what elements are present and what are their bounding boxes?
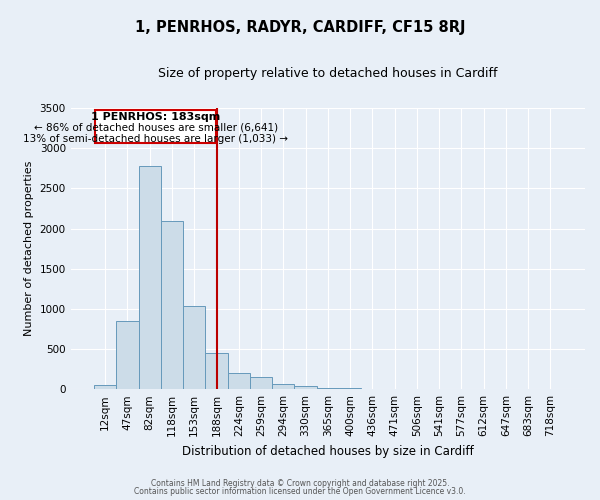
Text: 1 PENRHOS: 183sqm: 1 PENRHOS: 183sqm xyxy=(91,112,220,122)
Bar xyxy=(227,373,250,389)
Bar xyxy=(317,388,339,389)
Text: ← 86% of detached houses are smaller (6,641): ← 86% of detached houses are smaller (6,… xyxy=(34,122,278,132)
Bar xyxy=(205,353,227,389)
Text: 1, PENRHOS, RADYR, CARDIFF, CF15 8RJ: 1, PENRHOS, RADYR, CARDIFF, CF15 8RJ xyxy=(135,20,465,35)
Text: Contains HM Land Registry data © Crown copyright and database right 2025.: Contains HM Land Registry data © Crown c… xyxy=(151,478,449,488)
Text: Contains public sector information licensed under the Open Government Licence v3: Contains public sector information licen… xyxy=(134,487,466,496)
Bar xyxy=(183,306,205,389)
Bar xyxy=(339,388,361,389)
Bar xyxy=(161,220,183,389)
Text: 13% of semi-detached houses are larger (1,033) →: 13% of semi-detached houses are larger (… xyxy=(23,134,288,143)
Bar xyxy=(272,384,295,389)
FancyBboxPatch shape xyxy=(95,110,216,144)
Bar xyxy=(139,166,161,389)
Title: Size of property relative to detached houses in Cardiff: Size of property relative to detached ho… xyxy=(158,68,497,80)
Bar xyxy=(94,385,116,389)
Bar xyxy=(250,377,272,389)
Y-axis label: Number of detached properties: Number of detached properties xyxy=(24,161,34,336)
Bar xyxy=(295,386,317,389)
Bar xyxy=(116,321,139,389)
X-axis label: Distribution of detached houses by size in Cardiff: Distribution of detached houses by size … xyxy=(182,444,474,458)
